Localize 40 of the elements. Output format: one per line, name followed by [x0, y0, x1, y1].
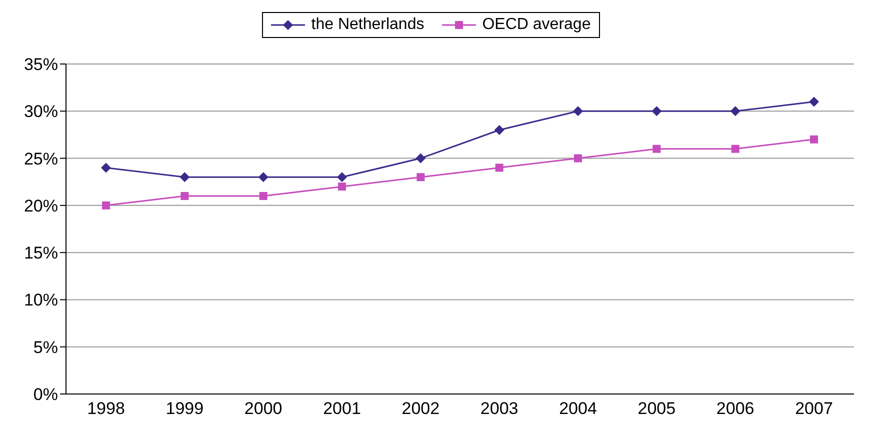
x-tick-label: 2002 [402, 399, 440, 418]
x-tick-label: 2003 [480, 399, 518, 418]
y-tick-label: 25% [24, 149, 58, 168]
point [337, 172, 347, 182]
x-tick-label: 1999 [166, 399, 204, 418]
legend-label: OECD average [482, 16, 591, 34]
point [652, 144, 661, 153]
x-tick-label: 2007 [795, 399, 833, 418]
y-tick-label: 10% [24, 290, 58, 310]
point [416, 173, 425, 182]
legend-label: the Netherlands [311, 16, 424, 34]
y-tick-label: 20% [24, 196, 58, 216]
point [494, 125, 504, 135]
x-tick-label: 2004 [559, 399, 597, 418]
y-tick-label: 0% [33, 385, 58, 404]
point [730, 106, 740, 116]
y-tick-label: 5% [33, 338, 58, 357]
x-tick-label: 2000 [244, 399, 282, 418]
point [102, 201, 110, 210]
point [338, 182, 346, 191]
point [809, 96, 819, 107]
point [258, 172, 268, 182]
y-tick-label: 35% [24, 55, 58, 74]
y-tick-label: 30% [24, 102, 58, 122]
point [259, 192, 268, 200]
y-tick-label: 15% [24, 244, 58, 263]
x-tick-label: 2001 [323, 399, 361, 418]
point [180, 192, 189, 200]
point [573, 106, 583, 116]
point [180, 172, 190, 182]
point [574, 154, 582, 162]
x-tick-label: 2005 [638, 399, 676, 418]
point [101, 162, 111, 173]
point [495, 164, 504, 172]
x-tick-label: 2006 [716, 399, 754, 418]
point [731, 144, 740, 153]
point [810, 135, 818, 144]
point [416, 153, 426, 164]
x-tick-label: 1998 [87, 399, 125, 418]
point [652, 106, 662, 116]
